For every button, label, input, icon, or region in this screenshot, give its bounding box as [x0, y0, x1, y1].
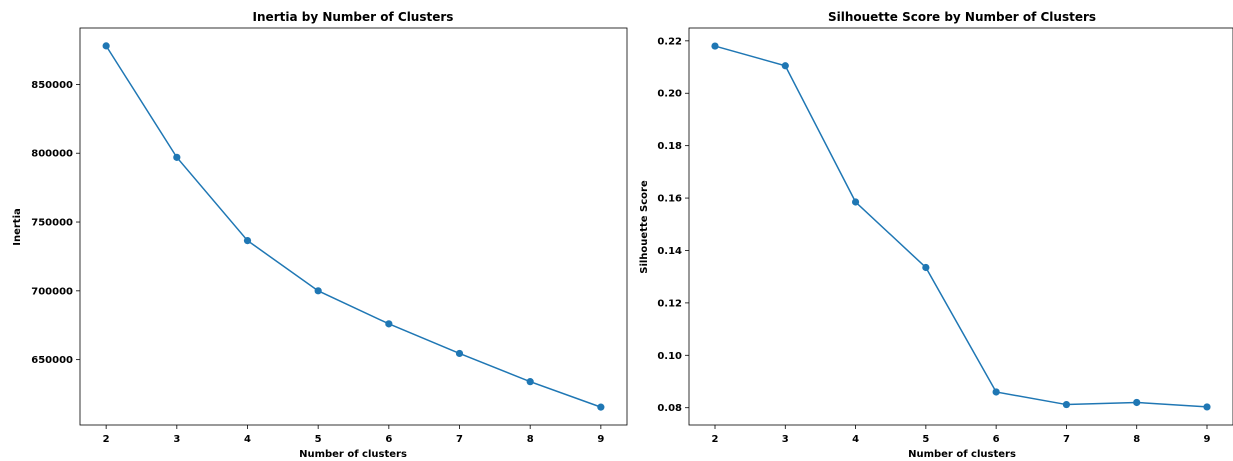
silhouette-data-point [851, 198, 860, 206]
silhouette-x-tick-label: 3 [782, 434, 789, 445]
silhouette-x-tick-label: 4 [852, 434, 859, 445]
inertia-data-point [102, 42, 110, 50]
silhouette-data-point [781, 62, 789, 70]
inertia-x-tick-label: 9 [597, 434, 604, 445]
silhouette-y-tick-label: 0.14 [657, 246, 682, 257]
silhouette-x-tick-label: 5 [922, 434, 929, 445]
silhouette-x-tick-label: 6 [993, 434, 1000, 445]
silhouette-subplot: Silhouette Score by Number of Clusters N… [639, 10, 1233, 460]
inertia-y-tick-label: 650000 [31, 355, 73, 366]
inertia-x-axis-label: Number of clusters [299, 449, 407, 460]
silhouette-data-point [711, 42, 719, 50]
inertia-y-tick-label: 850000 [31, 80, 73, 91]
inertia-subplot: Inertia by Number of Clusters Number of … [12, 10, 628, 460]
inertia-y-axis-label: Inertia [12, 208, 23, 246]
silhouette-y-tick-label: 0.12 [657, 298, 682, 309]
silhouette-y-axis-label: Silhouette Score [639, 180, 650, 274]
silhouette-data-point [992, 388, 1000, 396]
silhouette-chart-title: Silhouette Score by Number of Clusters [828, 10, 1096, 24]
inertia-chart-title: Inertia by Number of Clusters [253, 10, 454, 24]
silhouette-x-tick-label: 7 [1063, 434, 1070, 445]
inertia-x-tick-label: 7 [456, 434, 463, 445]
inertia-x-tick-label: 5 [315, 434, 322, 445]
inertia-x-tick-label: 6 [385, 434, 392, 445]
inertia-series-line [105, 45, 602, 408]
inertia-x-tick-label: 4 [244, 434, 251, 445]
silhouette-x-tick-label: 9 [1204, 434, 1211, 445]
silhouette-x-tick-label: 2 [712, 434, 719, 445]
silhouette-y-tick-label: 0.18 [657, 141, 682, 152]
inertia-x-tick-label: 2 [103, 434, 110, 445]
silhouette-x-tick-label: 8 [1133, 434, 1140, 445]
inertia-data-point [455, 349, 464, 358]
silhouette-y-tick-label: 0.08 [657, 403, 682, 414]
silhouette-axes-frame [688, 27, 1233, 426]
inertia-data-point [173, 153, 181, 161]
inertia-y-tick-label: 750000 [31, 218, 73, 229]
silhouette-data-point [1203, 403, 1211, 411]
inertia-y-tick-label: 800000 [31, 149, 73, 160]
silhouette-series-line [714, 45, 1208, 408]
inertia-y-tick-label: 700000 [31, 286, 73, 297]
inertia-data-point [597, 403, 605, 411]
silhouette-x-axis-label: Number of clusters [908, 449, 1016, 460]
inertia-data-point [314, 287, 322, 295]
inertia-data-point [243, 237, 252, 245]
silhouette-y-tick-label: 0.20 [657, 89, 682, 100]
inertia-data-point [385, 320, 393, 328]
inertia-data-point [526, 378, 534, 386]
silhouette-data-point [1133, 398, 1141, 407]
silhouette-y-tick-label: 0.10 [657, 351, 682, 362]
inertia-axes-frame [79, 27, 628, 426]
inertia-x-tick-label: 8 [527, 434, 534, 445]
silhouette-y-tick-label: 0.16 [657, 194, 682, 205]
silhouette-y-tick-label: 0.22 [657, 36, 682, 47]
inertia-x-tick-label: 3 [173, 434, 180, 445]
silhouette-data-point [1062, 400, 1071, 409]
silhouette-data-point [922, 263, 930, 272]
